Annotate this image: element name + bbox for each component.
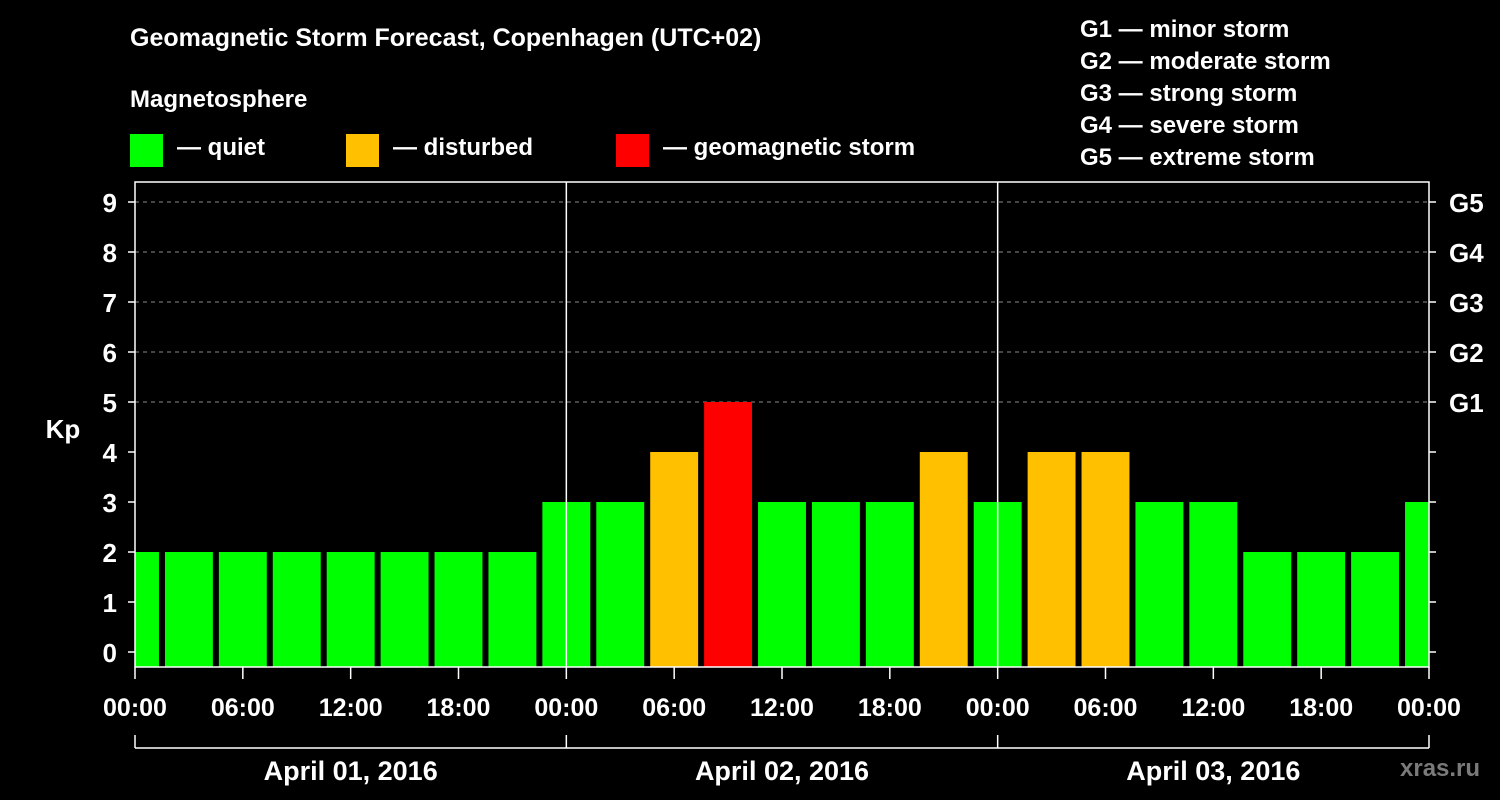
gridlines [135, 201, 1429, 403]
kp-bar [758, 502, 806, 667]
y-tick-label: 2 [103, 538, 117, 568]
storm-level-label: G2 [1449, 338, 1484, 368]
kp-bar [135, 552, 159, 667]
kp-bar [218, 552, 267, 667]
storm-level-label: G3 [1449, 288, 1484, 318]
kp-bar [1135, 502, 1184, 667]
x-tick-label: 06:00 [211, 694, 275, 722]
kp-bar [865, 502, 914, 667]
y-tick-label: 1 [103, 588, 117, 618]
storm-scale-g5: G5 — extreme storm [1080, 144, 1315, 171]
x-tick-label: 18:00 [427, 694, 491, 722]
y-tick-label: 7 [103, 288, 117, 318]
day-label: April 02, 2016 [695, 756, 869, 786]
kp-bar [596, 502, 645, 667]
kp-bar [488, 552, 537, 667]
kp-bar [704, 402, 753, 667]
kp-bar [811, 502, 860, 667]
legend-swatch-quiet [130, 134, 163, 167]
kp-bar [380, 552, 429, 667]
kp-bar [1081, 452, 1130, 667]
x-tick-label: 12:00 [1181, 694, 1245, 722]
magnetosphere-heading: Magnetosphere [130, 86, 308, 113]
storm-level-label: G4 [1449, 238, 1484, 268]
kp-bar [919, 452, 968, 667]
y-axis-label: Kp [46, 414, 81, 444]
kp-bar [1297, 552, 1346, 667]
kp-bar [164, 552, 213, 667]
legend-label-disturbed: — disturbed [393, 134, 534, 161]
right-axis: G1 G2 G3 G4 G5 [1429, 188, 1484, 653]
kp-bar [1027, 452, 1076, 667]
x-tick-label: 00:00 [1397, 694, 1461, 722]
kp-bar [650, 452, 699, 667]
day-label: April 01, 2016 [264, 756, 438, 786]
x-tick-label: 12:00 [319, 694, 383, 722]
kp-bar [434, 552, 483, 667]
watermark: xras.ru [1400, 755, 1481, 782]
y-tick-label: 6 [103, 338, 117, 368]
day-axis: April 01, 2016 April 02, 2016 April 03, 20… [134, 735, 1430, 786]
y-tick-label: 9 [103, 188, 117, 218]
storm-scale-g3: G3 — strong storm [1080, 80, 1298, 107]
legend-swatch-storm [616, 134, 649, 167]
kp-bar [326, 552, 375, 667]
kp-bar [1405, 502, 1429, 667]
y-tick-label: 3 [103, 488, 117, 518]
x-tick-label: 00:00 [103, 694, 167, 722]
left-axis: 0 1 2 3 4 5 6 7 8 9 [103, 188, 135, 668]
x-tick-label: 06:00 [1074, 694, 1138, 722]
legend-label-storm: — geomagnetic storm [663, 134, 916, 161]
y-tick-label: 8 [103, 238, 117, 268]
time-axis: 00:00 06:00 12:00 18:00 00:00 06:00 12:00 18:00… [103, 667, 1461, 722]
x-tick-label: 18:00 [1289, 694, 1353, 722]
storm-scale-g4: G4 — severe storm [1080, 112, 1299, 139]
y-tick-label: 0 [103, 638, 117, 668]
kp-bar [1243, 552, 1292, 667]
x-tick-label: 06:00 [642, 694, 706, 722]
x-tick-label: 12:00 [750, 694, 814, 722]
day-label: April 03, 2016 [1126, 756, 1300, 786]
storm-level-label: G1 [1449, 388, 1484, 418]
kp-bar [272, 552, 321, 667]
y-tick-label: 4 [103, 438, 118, 468]
x-tick-label: 18:00 [858, 694, 922, 722]
y-tick-label: 5 [103, 388, 117, 418]
storm-level-label: G5 [1449, 188, 1484, 218]
storm-scale-g2: G2 — moderate storm [1080, 48, 1331, 75]
kp-bar [1189, 502, 1238, 667]
legend-swatch-disturbed [346, 134, 379, 167]
storm-scale-g1: G1 — minor storm [1080, 16, 1290, 43]
legend-label-quiet: — quiet [177, 134, 265, 161]
kp-bar [1351, 552, 1400, 667]
x-tick-label: 00:00 [534, 694, 598, 722]
chart-title: Geomagnetic Storm Forecast, Copenhagen (… [130, 24, 762, 52]
x-tick-label: 00:00 [966, 694, 1030, 722]
kp-bars [135, 402, 1429, 667]
